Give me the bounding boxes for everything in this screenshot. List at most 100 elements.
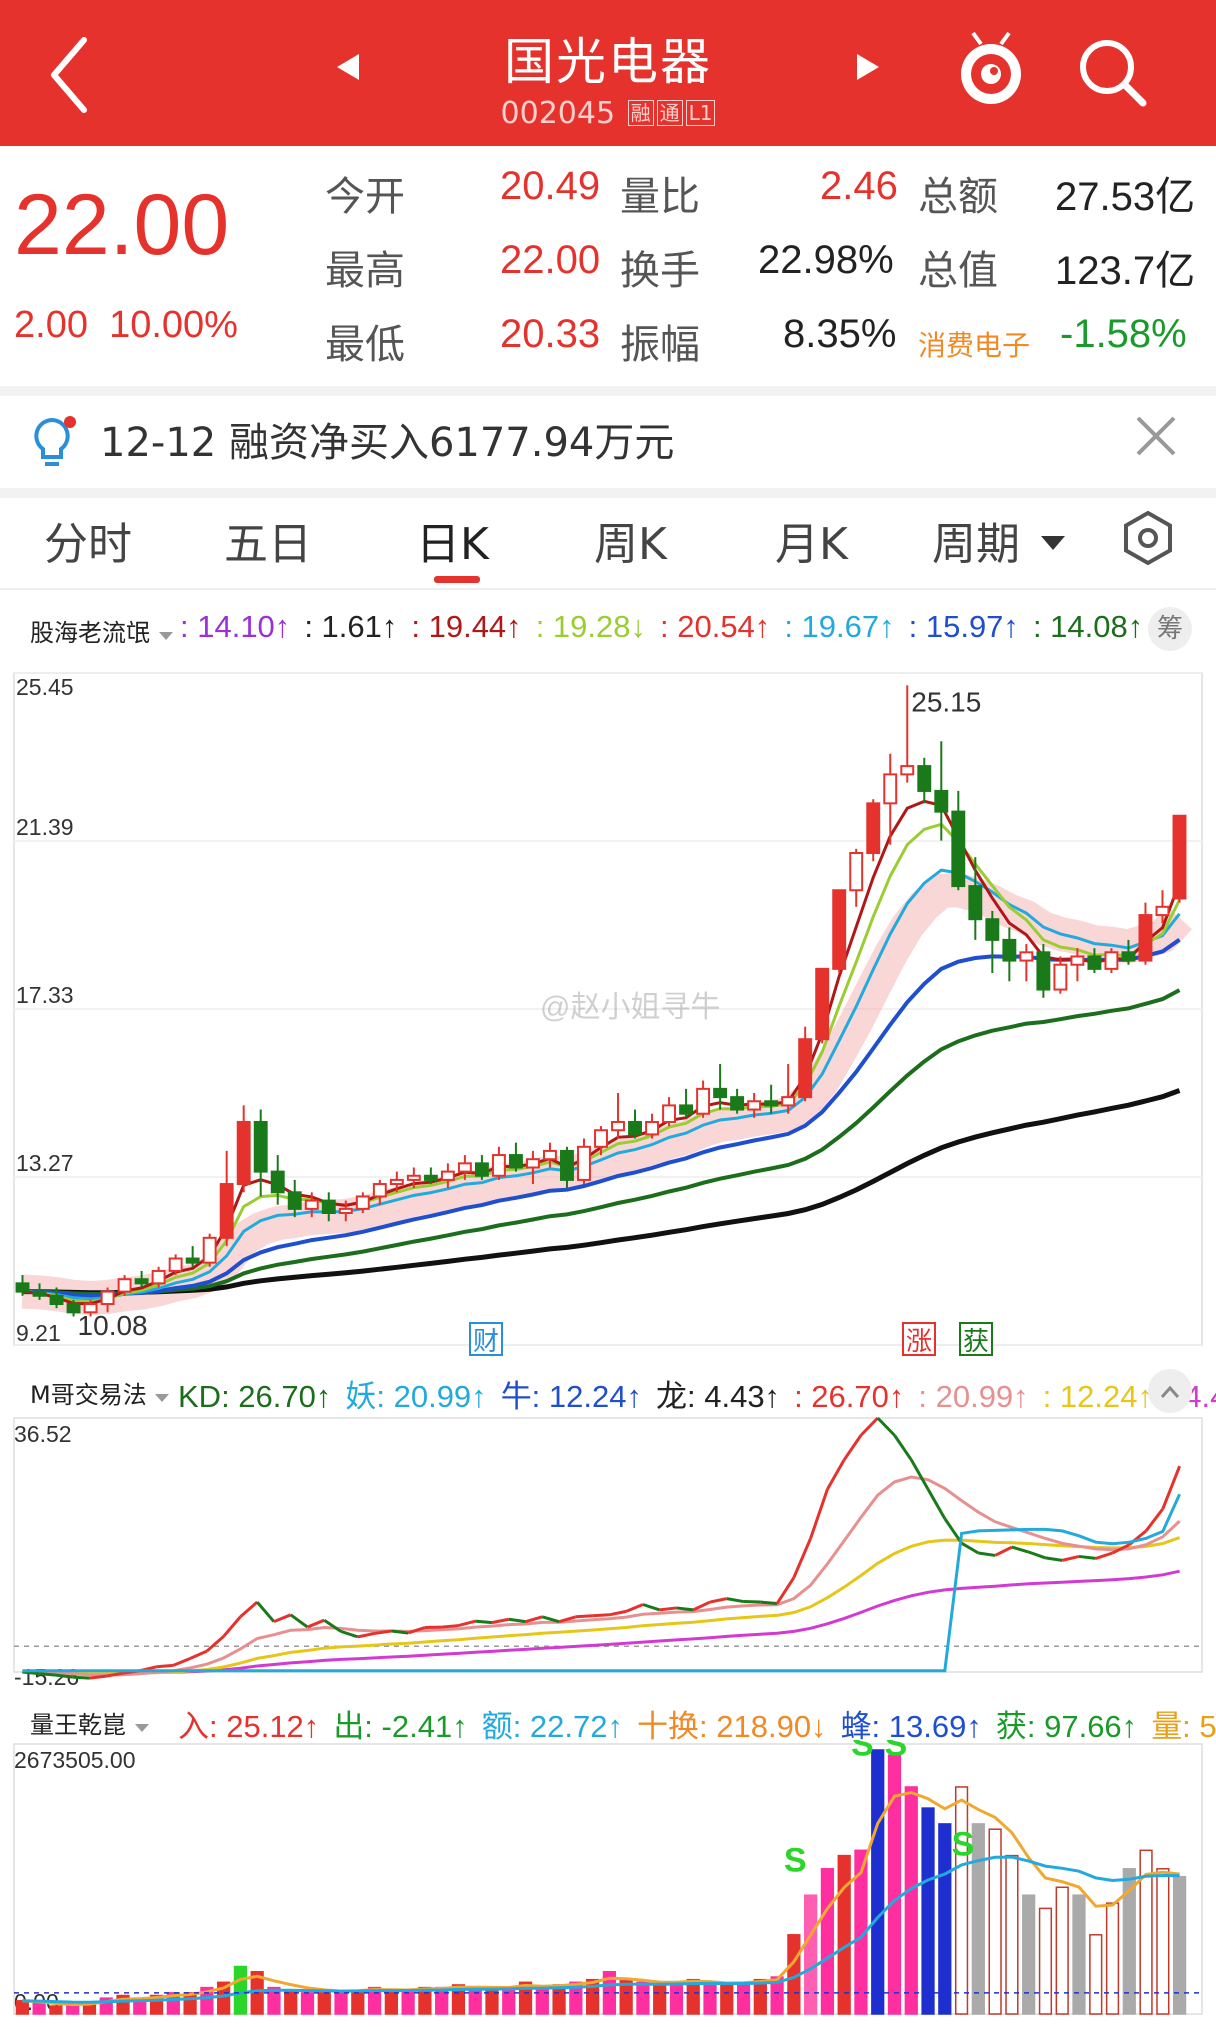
mascot-icon[interactable]: [955, 30, 1027, 110]
search-icon[interactable]: [1075, 35, 1150, 110]
event-marker: 获: [963, 1326, 989, 1356]
kd-segment: [189, 1649, 208, 1660]
kd-segment: [625, 1603, 644, 1613]
candle-body: [917, 765, 932, 792]
volume-bar: [1139, 1849, 1153, 2015]
news-ticker[interactable]: 12-12 融资净买入6177.94万元: [0, 386, 1216, 498]
y-tick-label: 21.39: [16, 814, 74, 840]
stock-code: 002045: [500, 96, 616, 131]
candle-body: [508, 1154, 523, 1169]
volume-bar: [284, 1989, 298, 2015]
kline-indicator-selector[interactable]: 股海老流氓: [30, 613, 174, 648]
prev-stock-icon[interactable]: [335, 52, 361, 82]
low-value: 20.33: [500, 312, 601, 356]
chip-distribution-button[interactable]: 筹: [1148, 607, 1192, 651]
caret-down-icon: [158, 632, 173, 640]
kd-segment: [357, 1631, 375, 1639]
candle-body: [253, 1120, 268, 1173]
volume-indicator-values: 入: 25.12↑ 出: -2.41↑ 额: 22.72↑ 十换: 218.90↓ 蜂:…: [178, 1701, 1216, 1746]
volume-indicator-value-3: 十换: 218.90↓: [637, 1709, 827, 1744]
volume-bar: [1022, 1894, 1036, 2015]
tag-margin: 融: [627, 100, 654, 126]
last-price: 22.00: [14, 177, 230, 273]
sector-link[interactable]: 消费电子: [918, 329, 1031, 362]
close-icon[interactable]: [1134, 414, 1178, 458]
chart-frame: [13, 1417, 1203, 1673]
candle-body: [560, 1149, 574, 1181]
candle-body: [66, 1303, 81, 1314]
volume-bar: [401, 1989, 415, 2015]
kd-line-chart[interactable]: 36.52-15.26: [0, 1410, 1216, 1700]
next-stock-icon[interactable]: [855, 52, 881, 82]
y-tick-label: 25.45: [16, 674, 74, 700]
y-tick-label: 17.33: [16, 982, 74, 1008]
candle-body: [219, 1183, 234, 1239]
volume-bar: [217, 1981, 231, 2015]
turnover-amount-label: 总额: [918, 174, 998, 220]
tab-intraday[interactable]: 分时: [44, 519, 132, 570]
y-tick-label: 9.21: [16, 1320, 61, 1346]
volume-bar: [535, 1986, 549, 2015]
volume-bar: [166, 1992, 180, 2015]
candle-body: [15, 1282, 30, 1293]
volume-bar: [384, 1989, 398, 2015]
kd-segment: [943, 1517, 963, 1545]
candle-body: [679, 1104, 694, 1115]
tab-daily-k[interactable]: 日K: [416, 508, 489, 583]
kd-segment: [1161, 1465, 1182, 1510]
kd-segment: [994, 1545, 1013, 1557]
turnover-rate-value: 22.98%: [758, 238, 894, 282]
kd-segment: [676, 1606, 694, 1612]
kd-segment: [842, 1434, 863, 1461]
candle-body: [543, 1149, 557, 1161]
volume-bar: [569, 1981, 583, 2015]
kd-segment: [859, 1416, 879, 1437]
tab-active-underline: [434, 576, 480, 583]
volume-bar: [485, 1986, 499, 2015]
kd-segment: [1028, 1550, 1046, 1560]
volume-bar: [1105, 1902, 1120, 2015]
collapse-panel-button[interactable]: [1148, 1369, 1192, 1413]
volume-bar: [954, 1786, 969, 2015]
candle-body: [1155, 905, 1170, 917]
kd-segment: [809, 1488, 829, 1539]
volume-bar: [636, 1981, 650, 2015]
volume-indicator-selector[interactable]: 量王乾崑: [30, 1705, 150, 1740]
candle-body: [457, 1162, 472, 1173]
low-label: 最低: [325, 322, 405, 368]
kd-segment: [826, 1459, 846, 1490]
candlestick-chart[interactable]: 25.45 21.39 17.33 13.27 9.21 25.15 10.08 @赵小姐寻牛…: [0, 655, 1216, 1365]
kline-indicator-value-7: : 14.08↑: [1032, 609, 1144, 644]
kd-indicator-selector[interactable]: M哥交易法: [30, 1375, 170, 1410]
candle-body: [849, 852, 864, 892]
signal-s-label: S: [784, 1841, 807, 1879]
volume-bar: [435, 1986, 449, 2015]
volume-bar: [887, 1754, 902, 2015]
tab-period-dropdown[interactable]: 周期: [932, 508, 1066, 572]
candle-body: [338, 1207, 353, 1214]
high-price-label: 25.15: [911, 686, 981, 717]
candle-body: [168, 1257, 183, 1272]
candle-body: [389, 1178, 404, 1186]
kd-indicator-value-6: : 12.24↑: [1042, 1379, 1153, 1414]
sector-change: -1.58%: [1060, 312, 1187, 356]
volume-bar: [334, 1992, 348, 2015]
y-tick-label: 13.27: [16, 1150, 74, 1176]
turnover-amount-value: 27.53亿: [1055, 175, 1196, 219]
candle-body: [1104, 951, 1119, 970]
candle-body: [321, 1199, 336, 1214]
tab-weekly-k[interactable]: 周K: [594, 519, 667, 570]
tab-monthly-k[interactable]: 月K: [775, 519, 848, 570]
high-value: 22.00: [500, 238, 601, 282]
lightbulb-icon: [34, 416, 76, 466]
kd-segment: [323, 1618, 342, 1633]
settings-hexagon-icon[interactable]: [1120, 510, 1176, 566]
watermark: @赵小姐寻牛: [540, 991, 720, 1024]
back-arrow-icon[interactable]: [44, 30, 104, 120]
volume-bar: [971, 1823, 985, 2015]
tab-five-day[interactable]: 五日: [224, 519, 312, 570]
kline-indicator-value-4: : 20.54↑: [660, 609, 771, 644]
volume-bar: [1005, 1854, 1019, 2015]
volume-bar: [66, 2005, 80, 2015]
